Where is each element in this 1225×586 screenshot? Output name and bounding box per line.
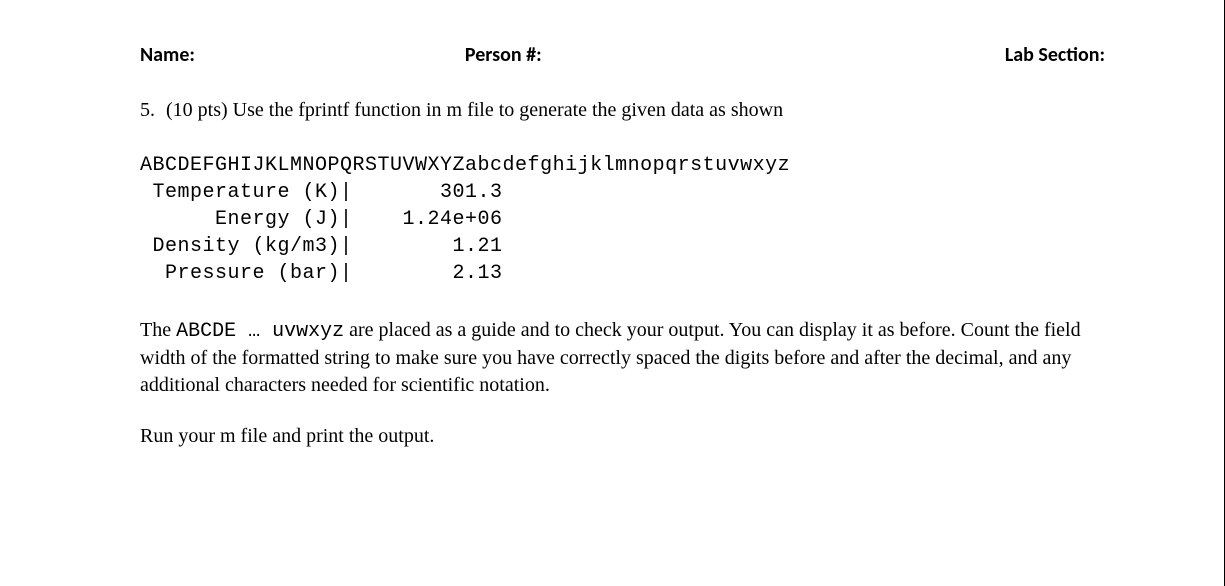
person-number-label: Person #: bbox=[465, 42, 542, 69]
explanation-paragraph: The ABCDE … uvwxyz are placed as a guide… bbox=[140, 317, 1105, 399]
worksheet-header: Name: Person #: Lab Section: bbox=[140, 42, 1105, 69]
explanation-ruler-ref: ABCDE … uvwxyz bbox=[176, 320, 344, 343]
final-instruction: Run your m file and print the output. bbox=[140, 423, 1105, 450]
explanation-the: The bbox=[140, 319, 176, 341]
question-points: (10 pts) bbox=[166, 99, 228, 121]
expected-output-block: ABCDEFGHIJKLMNOPQRSTUVWXYZabcdefghijklmn… bbox=[140, 152, 1105, 287]
question-prompt: 5. (10 pts) Use the fprintf function in … bbox=[140, 97, 1105, 124]
question-body: Use the fprintf function in m file to ge… bbox=[233, 99, 783, 121]
name-label: Name: bbox=[140, 42, 195, 69]
lab-section-label: Lab Section: bbox=[1005, 42, 1105, 69]
question-number: 5. bbox=[140, 97, 155, 124]
